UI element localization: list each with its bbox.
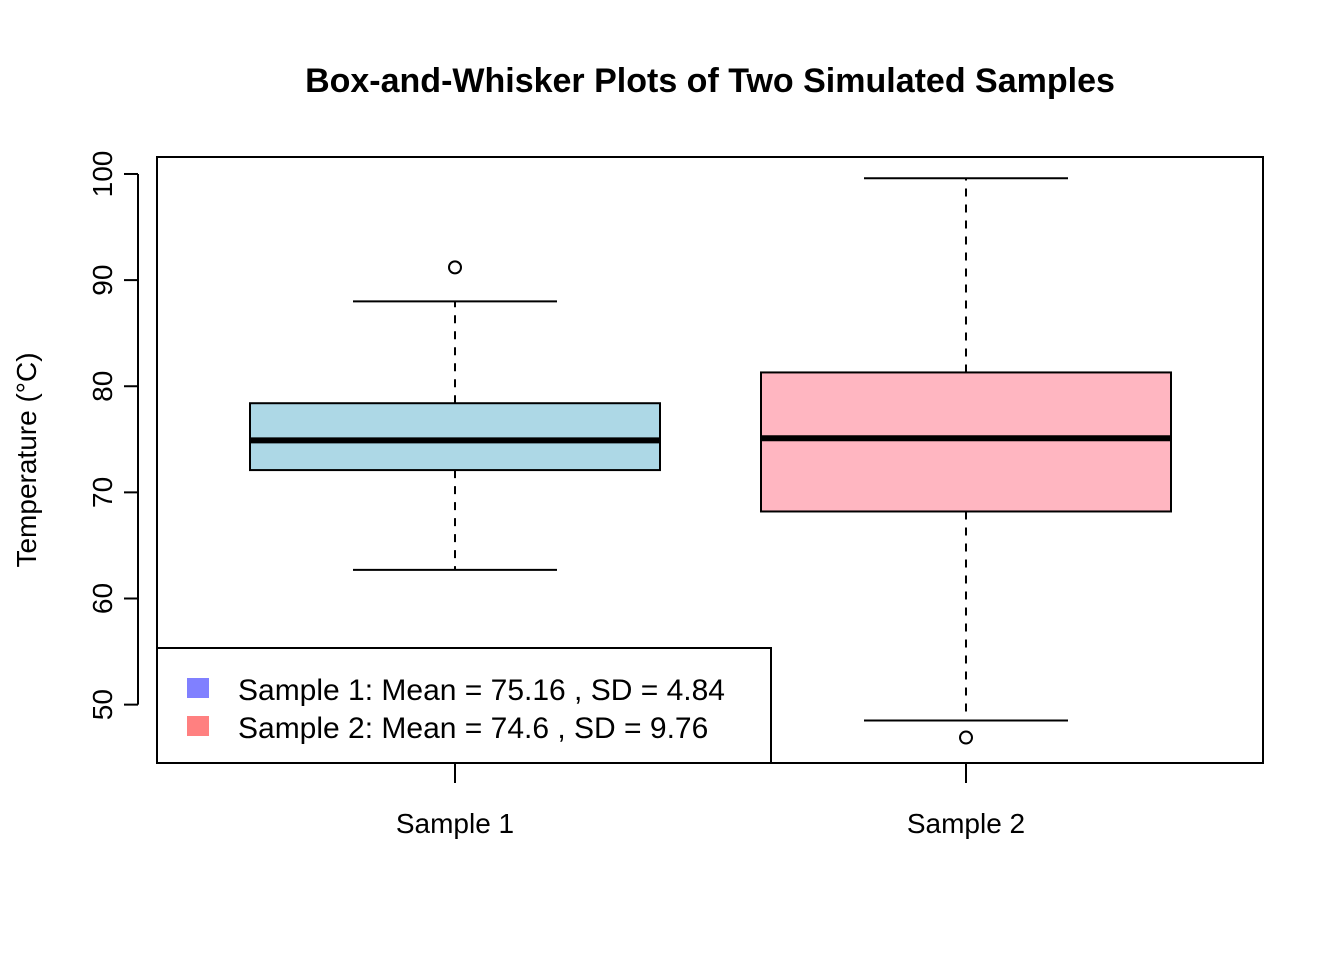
outlier-point (448, 260, 462, 275)
y-tick-label: 60 (87, 583, 118, 614)
x-tick-label: Sample 2 (907, 808, 1025, 839)
legend-box (156, 647, 772, 764)
y-tick-label: 100 (87, 151, 118, 198)
y-axis-label: Temperature (°C) (11, 352, 42, 567)
legend-swatch (187, 716, 209, 736)
x-tick-label: Sample 1 (396, 808, 514, 839)
y-axis: 50 60 70 80 90 100 (87, 151, 139, 720)
legend: Sample 1: Mean = 75.16 , SD = 4.84 Sample… (156, 647, 772, 764)
y-tick-label: 80 (87, 371, 118, 402)
legend-item: Sample 2: Mean = 74.6 , SD = 9.76 (187, 712, 708, 745)
legend-item: Sample 1: Mean = 75.16 , SD = 4.84 (187, 674, 725, 707)
y-tick-label: 90 (87, 265, 118, 296)
legend-label: Sample 2: Mean = 74.6 , SD = 9.76 (238, 712, 708, 745)
legend-swatch (187, 678, 209, 698)
iqr-box (760, 371, 1172, 513)
y-tick-label: 50 (87, 689, 118, 720)
outlier-point (959, 730, 973, 745)
chart-title: Box-and-Whisker Plots of Two Simulated S… (305, 62, 1115, 100)
y-tick-label: 70 (87, 477, 118, 508)
plot-area: 50 60 70 80 90 100 Sample 1 Sample 2 Sample 1: M… (87, 151, 1264, 839)
x-axis: Sample 1 Sample 2 (396, 763, 1025, 839)
box-2 (760, 177, 1172, 745)
legend-label: Sample 1: Mean = 75.16 , SD = 4.84 (238, 674, 725, 707)
iqr-box (249, 402, 661, 472)
box-1 (249, 260, 661, 571)
